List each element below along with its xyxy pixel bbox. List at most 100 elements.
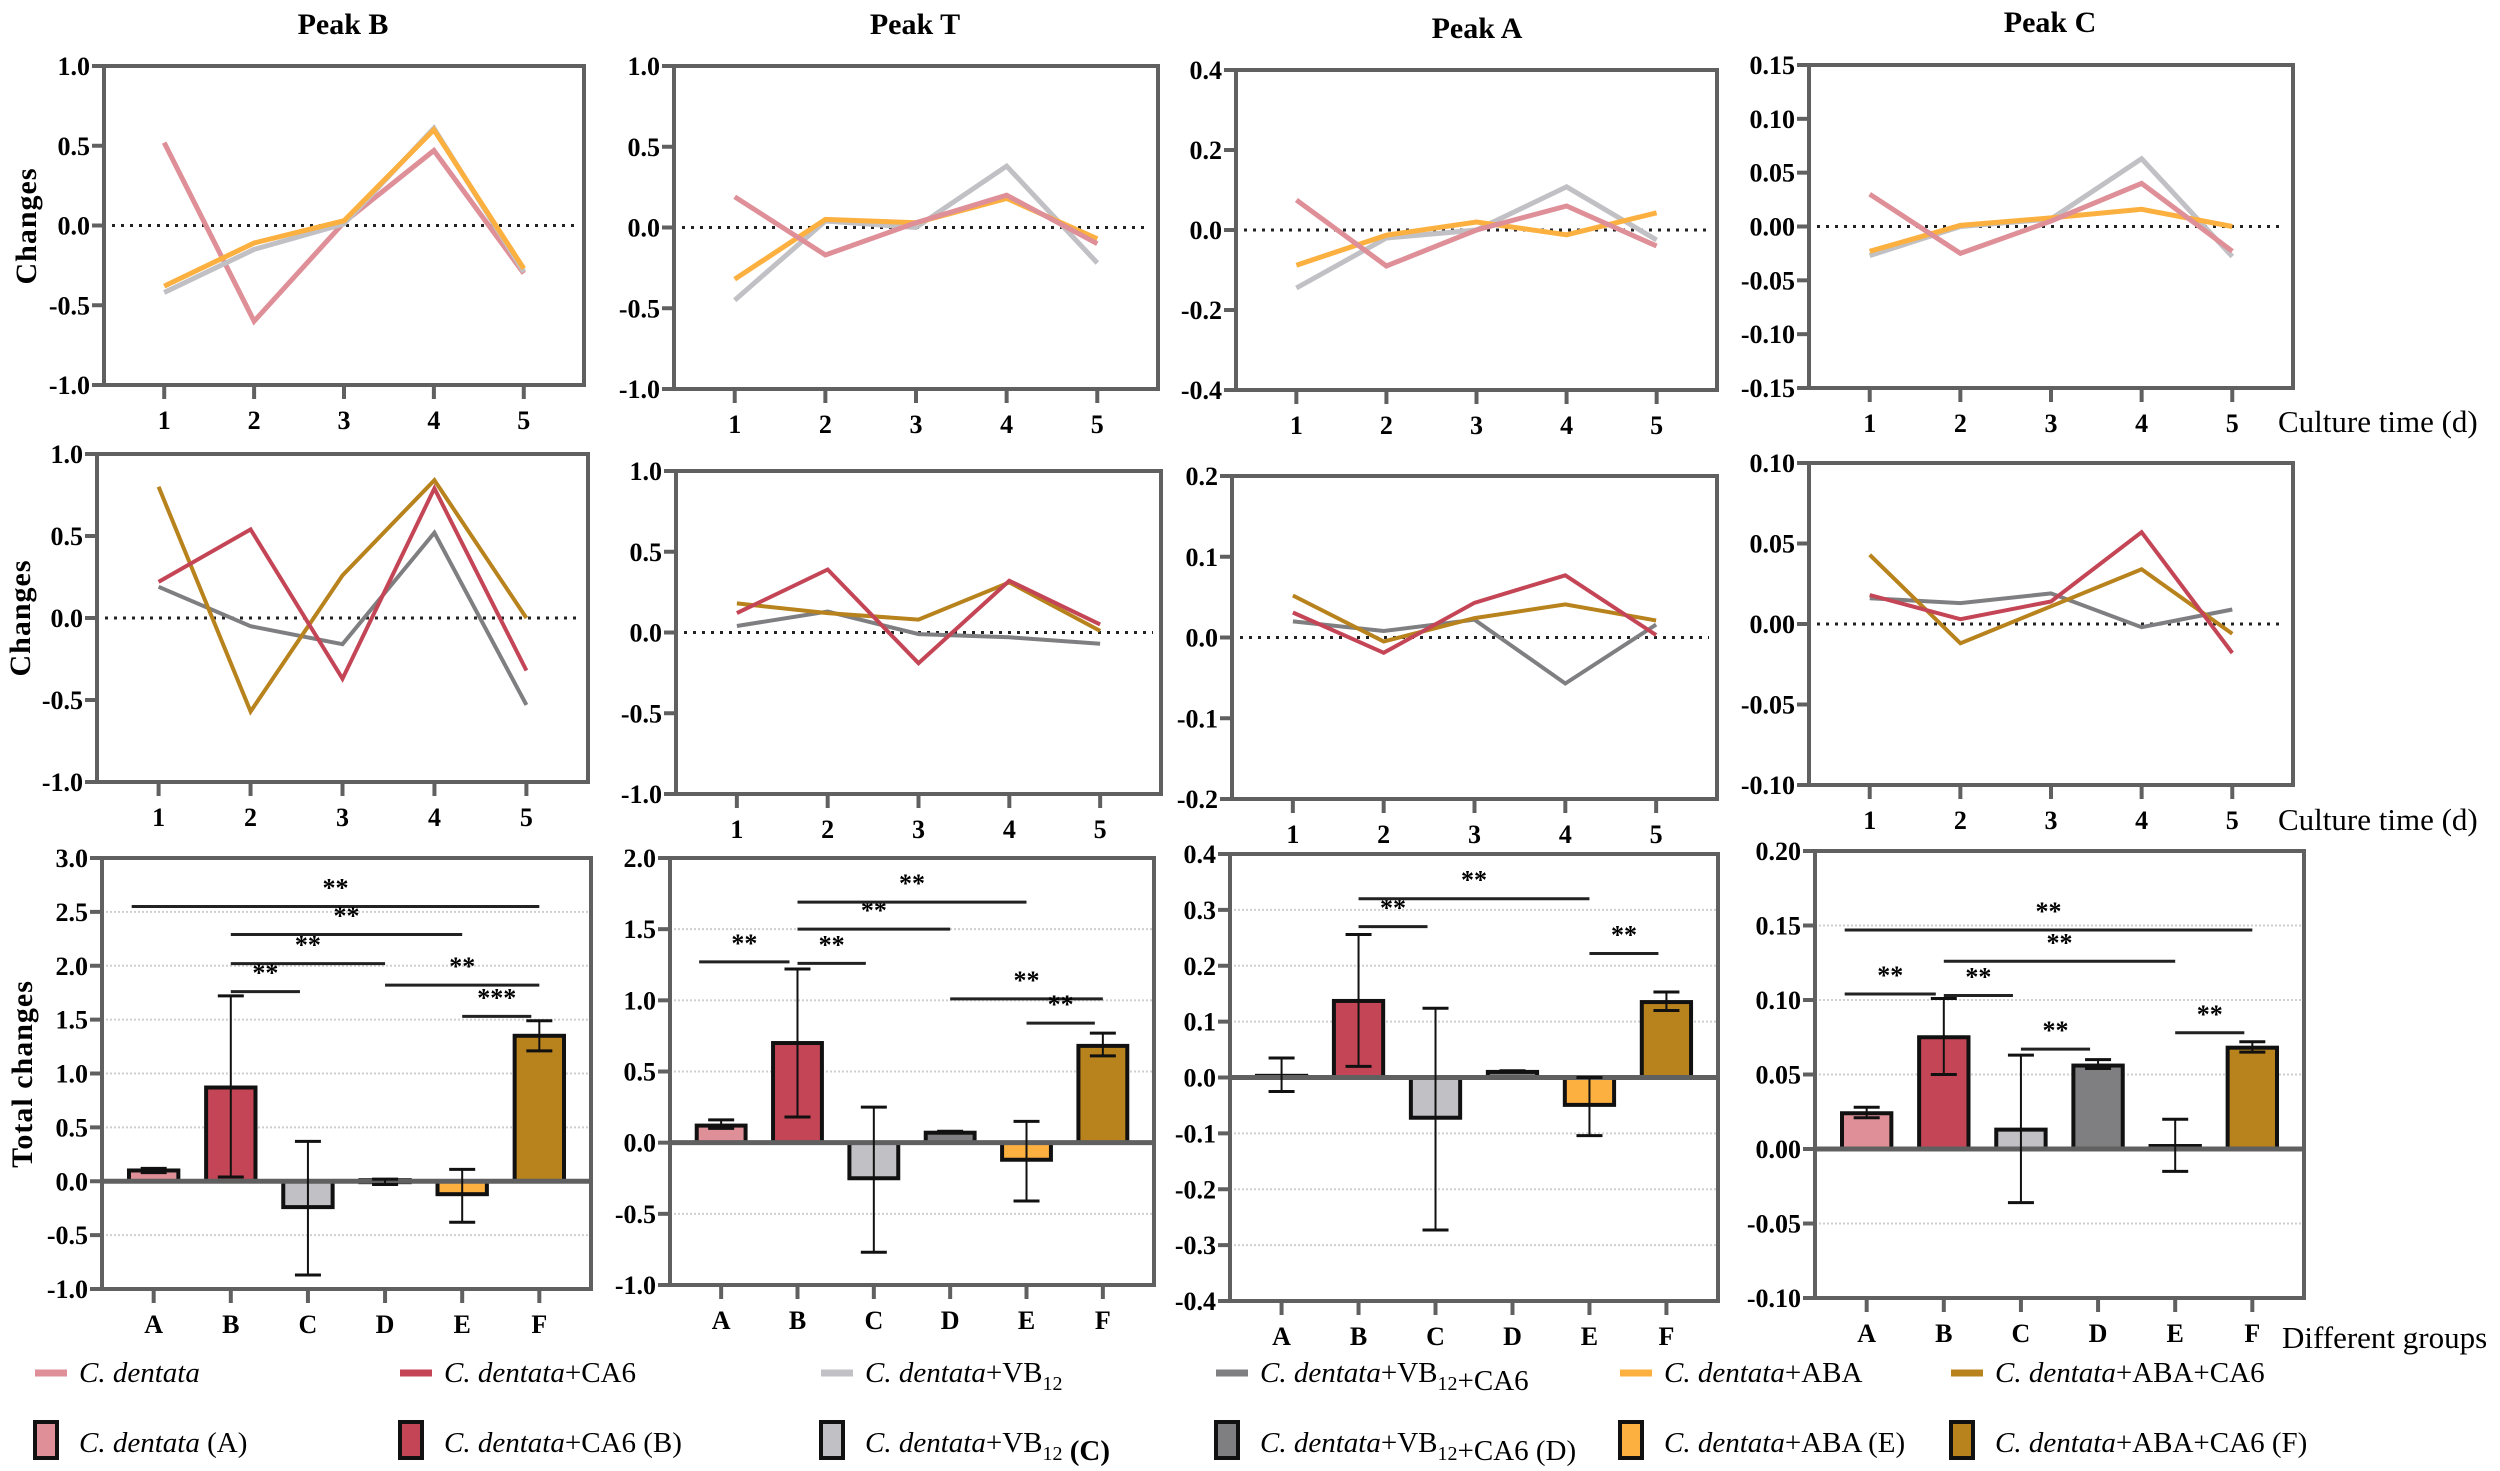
y-tick-label: -0.1	[1177, 704, 1218, 733]
x-tick-label: 5	[2226, 806, 2239, 835]
legend-text-part: +ABA	[1785, 1357, 1863, 1389]
plot-frame	[1807, 461, 2295, 787]
y-tick-label: -0.2	[1181, 296, 1222, 325]
x-tick-label: F	[531, 1310, 547, 1339]
x-tick-label: 1	[1863, 409, 1876, 438]
legend-italic-name: C. dentata	[79, 1357, 200, 1389]
x-tick-label: B	[222, 1310, 239, 1339]
y-tick-label: 0.10	[1750, 105, 1796, 134]
significance-label: **	[1048, 990, 1074, 1019]
legend-line-label: C. dentata	[79, 1357, 200, 1389]
plot-frame	[668, 856, 1156, 1287]
x-tick-label: 1	[1286, 820, 1299, 849]
y-tick-label: 0.0	[630, 619, 663, 648]
x-tick-label: 5	[520, 803, 533, 832]
legend-text-part: +CA6 (D)	[1457, 1435, 1576, 1467]
y-tick-label: 0.5	[624, 1058, 657, 1087]
legend-line-label: C. dentata+CA6	[444, 1357, 636, 1389]
significance-label: **	[2036, 897, 2062, 926]
x-tick-label: 5	[1650, 411, 1663, 440]
y-tick-label: 0.5	[51, 522, 84, 551]
significance-label: **	[323, 873, 349, 902]
x-tick-label: C	[1426, 1322, 1445, 1351]
y-tick-label: 0.05	[1756, 1061, 1802, 1090]
x-tick-label: D	[1503, 1322, 1522, 1351]
x-tick-label: 2	[819, 410, 832, 439]
legend-subscript: 12	[1042, 1373, 1062, 1395]
y-tick-label: 0.15	[1750, 51, 1796, 80]
significance-label: **	[334, 902, 360, 931]
x-tick-label: D	[2089, 1319, 2108, 1348]
y-tick-label: 0.05	[1750, 530, 1796, 559]
legend-bar-swatch	[398, 1420, 424, 1460]
y-tick-label: 2.5	[56, 898, 89, 927]
significance-label: **	[819, 930, 845, 959]
series-line	[163, 125, 526, 289]
significance-label: **	[899, 869, 925, 898]
x-tick-label: D	[376, 1310, 395, 1339]
legend: C. dentata C. dentata+CA6 C. dentata+VB12 C…	[33, 1357, 2307, 1467]
x-tick-label: A	[712, 1306, 731, 1335]
chart-panel-3: -0.4 -0.2 0.0 0.2 0.4 1 2 3 4 5	[1181, 56, 1719, 440]
y-tick-label: -0.10	[1747, 1284, 1801, 1313]
y-tick-label: -1.0	[615, 1271, 656, 1300]
y-tick-label: -0.1	[1175, 1119, 1216, 1148]
y-tick-label: 0.05	[1750, 159, 1796, 188]
plot-frame	[674, 469, 1163, 796]
y-tick-label: 1.0	[630, 457, 663, 486]
x-tick-label: 2	[244, 803, 257, 832]
chart-panel-1: -1.0 -0.5 0.0 0.5 1.0 1 2 3 4 5	[49, 52, 586, 435]
legend-bar-swatch	[1214, 1420, 1240, 1460]
significance-label: **	[861, 896, 887, 925]
legend-bar-label: C. dentata+ABA (E)	[1664, 1427, 1905, 1459]
y-tick-label: -1.0	[619, 375, 660, 404]
chart-panel-2: -1.0 -0.5 0.0 0.5 1.0 1 2 3 4 5	[619, 52, 1160, 439]
chart-panel-12: -0.10-0.050.000.050.100.150.20A B C D E F****…	[1747, 837, 2306, 1348]
legend-italic-name: C. dentata	[865, 1357, 986, 1389]
y-tick-label: 3.0	[56, 844, 89, 873]
legend-text-part: +VB	[986, 1427, 1043, 1459]
significance-label: **	[252, 959, 278, 988]
series-line	[1291, 593, 1657, 644]
x-tick-label: 5	[1650, 820, 1663, 849]
x-tick-label: 5	[1094, 815, 1107, 844]
y-tick-label: -0.05	[1747, 1210, 1801, 1239]
x-tick-label: 5	[517, 406, 530, 435]
plot-frame	[1234, 68, 1719, 392]
significance-label: **	[2043, 1016, 2069, 1045]
series-line	[736, 609, 1101, 646]
series-line	[733, 162, 1100, 303]
legend-bar-label: C. dentata+ABA+CA6 (F)	[1995, 1427, 2307, 1459]
y-tick-label: 1.0	[58, 52, 91, 81]
plot-frame	[102, 64, 586, 387]
y-tick-label: -0.3	[1175, 1231, 1216, 1260]
y-tick-label: 0.4	[1190, 56, 1223, 85]
x-tick-label: 1	[158, 406, 171, 435]
y-tick-label: -0.5	[47, 1221, 88, 1250]
y-tick-label: -0.05	[1741, 691, 1795, 720]
y-tick-label: 0.1	[1184, 1008, 1217, 1037]
legend-text-part: +CA6 (B)	[565, 1427, 682, 1459]
significance-label: **	[1461, 866, 1487, 895]
y-tick-label: 0.0	[1186, 624, 1219, 653]
y-axis-label-row2: Changes	[4, 559, 37, 676]
legend-bar-label: C. dentata (A)	[79, 1427, 247, 1459]
x-tick-label: 2	[248, 406, 261, 435]
plot-frame	[1228, 852, 1720, 1303]
y-tick-label: -0.4	[1181, 376, 1222, 405]
x-tick-label: C	[864, 1306, 883, 1335]
legend-italic-name: C. dentata	[1995, 1427, 2116, 1459]
legend-subscript: 12	[1437, 1373, 1457, 1395]
x-tick-label: 3	[910, 410, 923, 439]
plot-frame	[100, 856, 593, 1291]
legend-line-label: C. dentata+VB12+CA6	[1260, 1357, 1529, 1397]
y-tick-label: -0.15	[1741, 374, 1795, 403]
y-tick-label: -1.0	[47, 1275, 88, 1304]
y-tick-label: 0.10	[1756, 986, 1802, 1015]
y-tick-label: 0.2	[1186, 462, 1219, 491]
legend-bar-swatch	[819, 1420, 845, 1460]
y-tick-label: 0.5	[630, 538, 663, 567]
x-tick-label: F	[1658, 1322, 1674, 1351]
y-tick-label: 0.00	[1750, 213, 1796, 242]
legend-italic-name: C. dentata	[1260, 1427, 1381, 1459]
